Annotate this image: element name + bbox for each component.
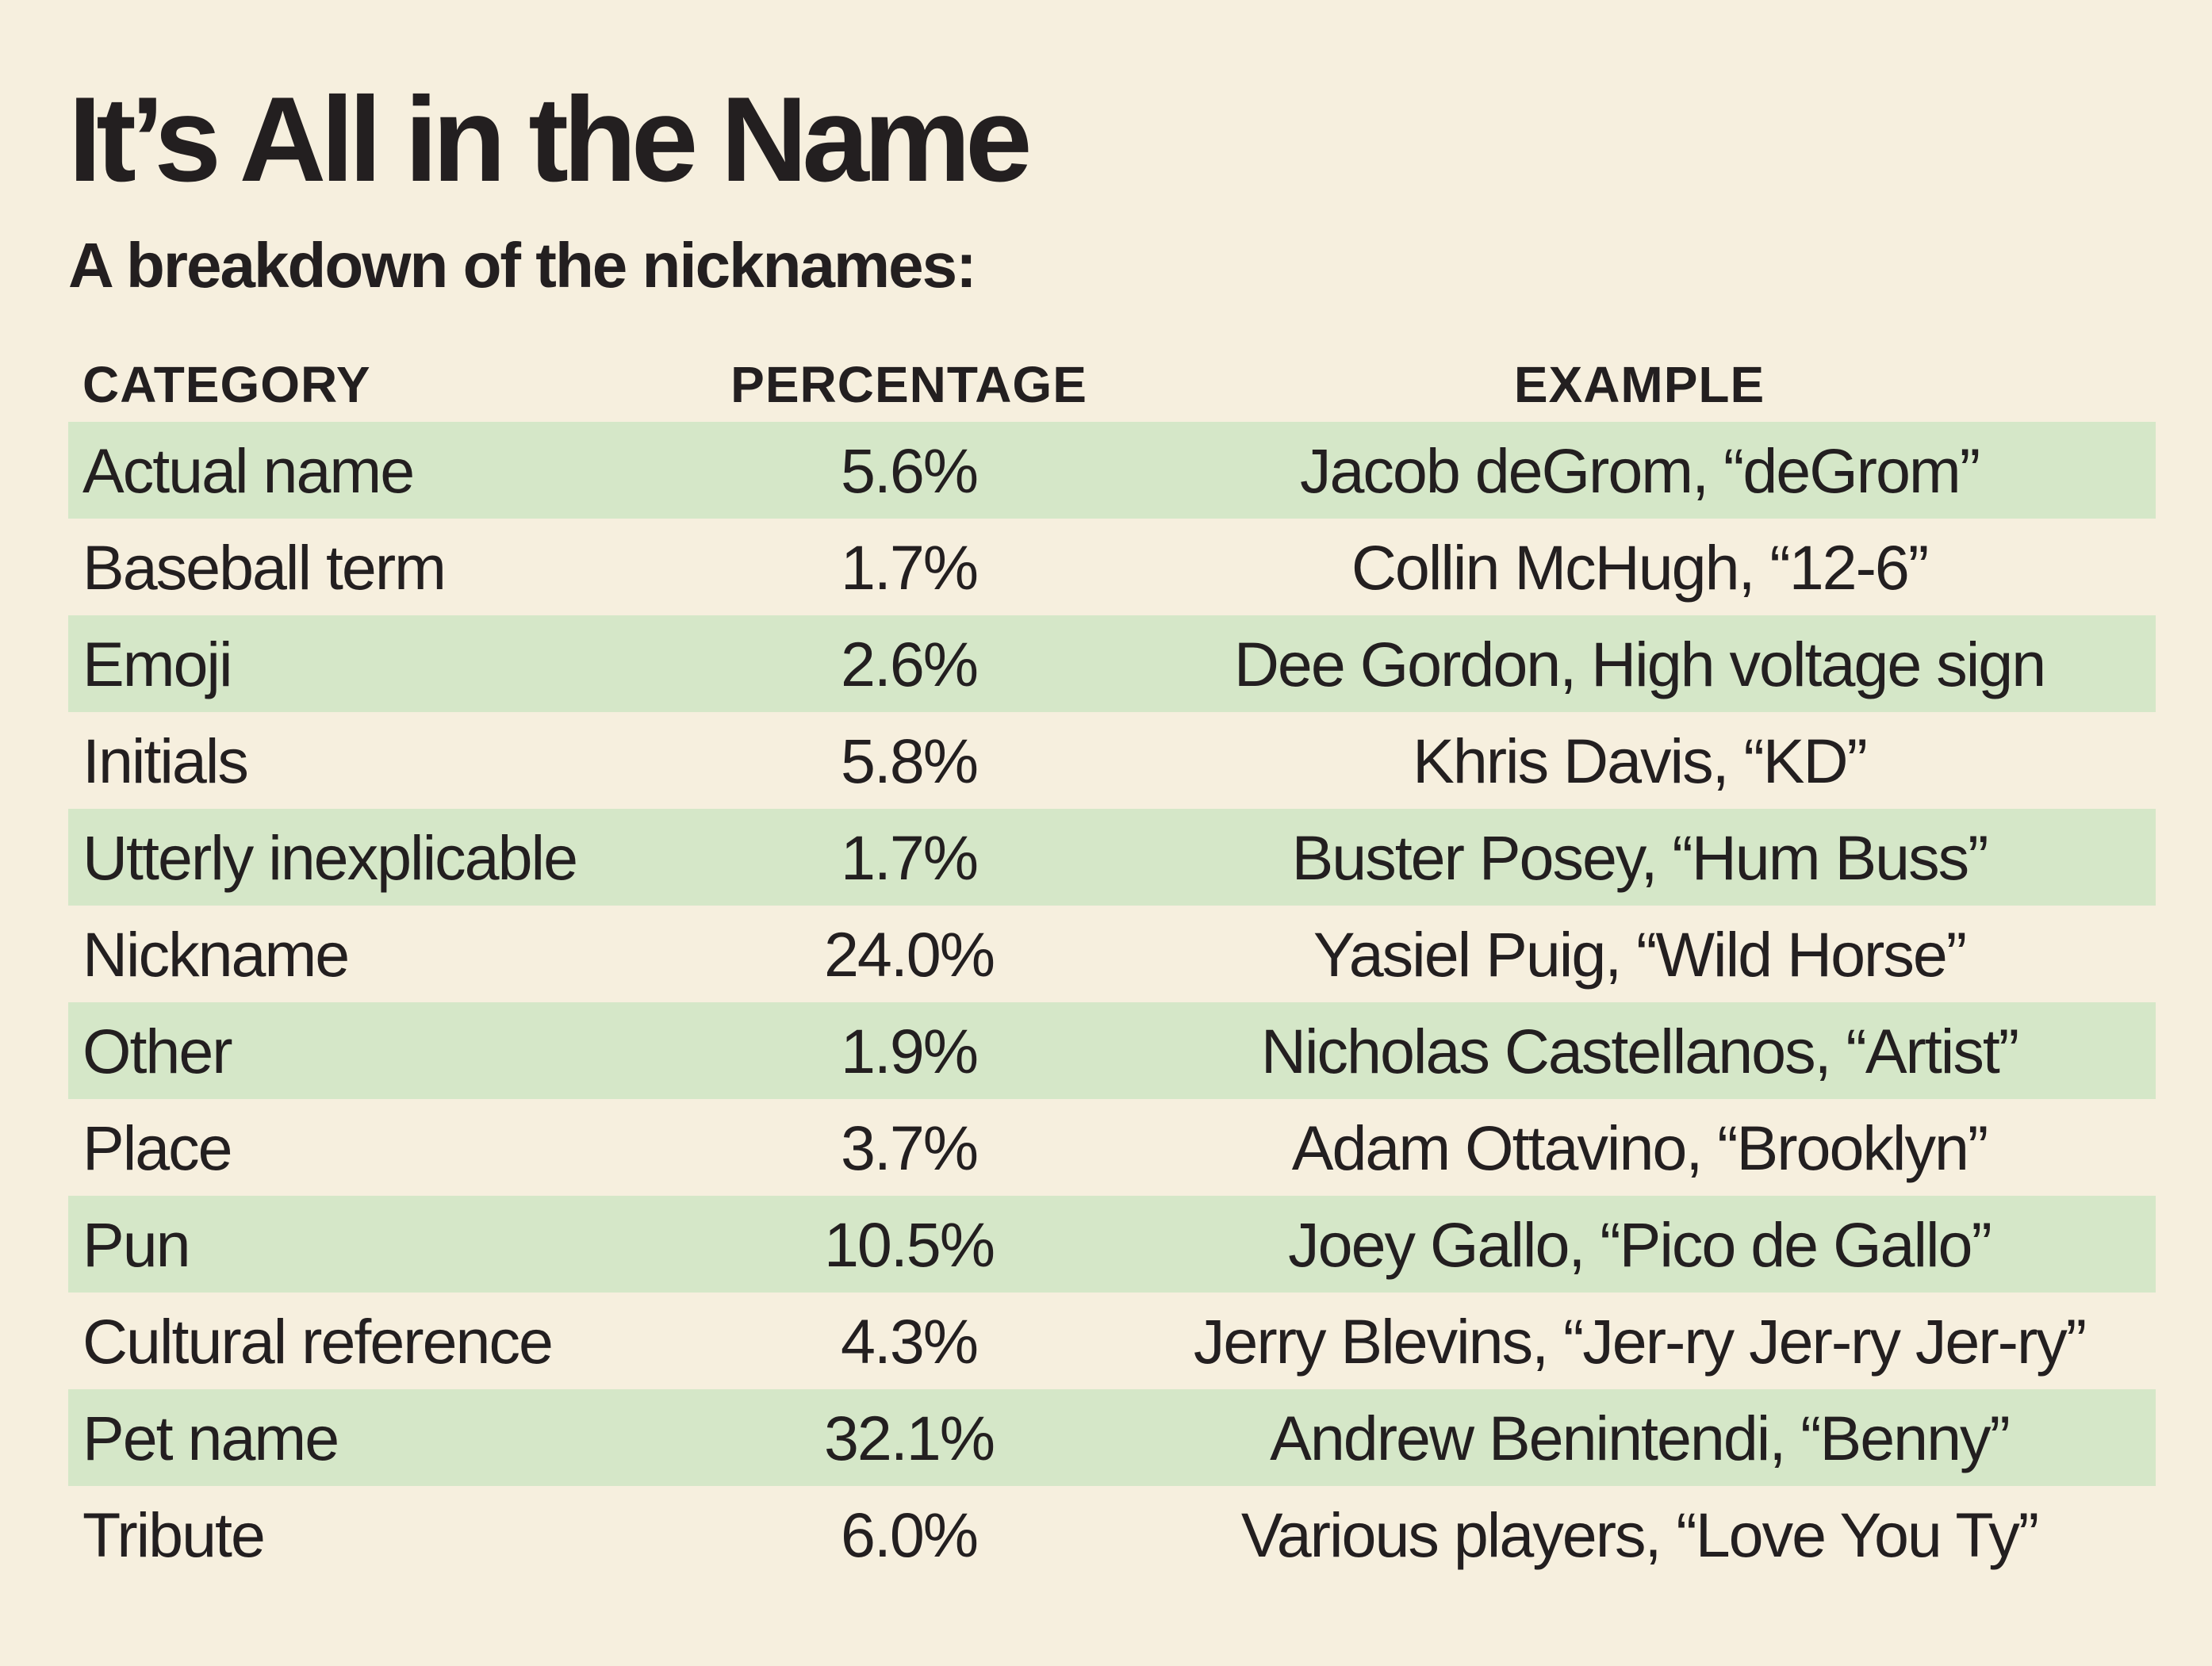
nickname-table: CATEGORY PERCENTAGE EXAMPLE Actual name … — [68, 347, 2156, 1583]
table-row: Other 1.9% Nicholas Castellanos, “Artist… — [68, 1002, 2156, 1099]
example-cell: Joey Gallo, “Pico de Gallo” — [1288, 1208, 1992, 1280]
percentage-cell: 1.7% — [840, 822, 979, 893]
example-cell: Nicholas Castellanos, “Artist” — [1260, 1015, 2019, 1086]
percentage-cell: 2.6% — [840, 628, 979, 699]
category-cell: Utterly inexplicable — [82, 822, 578, 893]
category-cell: Other — [82, 1015, 233, 1086]
example-cell: Jacob deGrom, “deGrom” — [1299, 435, 1980, 506]
table-row: Pun 10.5% Joey Gallo, “Pico de Gallo” — [68, 1196, 2156, 1293]
page-subtitle: A breakdown of the nicknames: — [68, 230, 977, 301]
percentage-cell: 4.3% — [840, 1305, 979, 1377]
example-cell: Adam Ottavino, “Brooklyn” — [1291, 1112, 1988, 1183]
category-cell: Pet name — [82, 1402, 339, 1473]
category-cell: Nickname — [82, 918, 350, 990]
percentage-cell: 3.7% — [840, 1112, 979, 1183]
page-title: It’s All in the Name — [68, 72, 1033, 207]
example-cell: Andrew Benintendi, “Benny” — [1270, 1402, 2011, 1473]
table-row: Actual name 5.6% Jacob deGrom, “deGrom” — [68, 422, 2156, 519]
category-cell: Actual name — [82, 435, 415, 506]
table-row: Baseball term 1.7% Collin McHugh, “12-6” — [68, 519, 2156, 615]
category-cell: Place — [82, 1112, 233, 1183]
percentage-cell: 24.0% — [823, 918, 995, 990]
table-row: Initials 5.8% Khris Davis, “KD” — [68, 712, 2156, 809]
category-cell: Initials — [82, 725, 249, 796]
percentage-cell: 32.1% — [823, 1402, 995, 1473]
percentage-cell: 5.8% — [840, 725, 979, 796]
header-example: EXAMPLE — [1513, 356, 1765, 413]
table-row: Nickname 24.0% Yasiel Puig, “Wild Horse” — [68, 906, 2156, 1002]
table-header-row: CATEGORY PERCENTAGE EXAMPLE — [68, 347, 2156, 422]
category-cell: Cultural reference — [82, 1305, 554, 1377]
category-cell: Pun — [82, 1208, 191, 1280]
example-cell: Khris Davis, “KD” — [1413, 725, 1868, 796]
table-row: Utterly inexplicable 1.7% Buster Posey, … — [68, 809, 2156, 906]
table-row: Cultural reference 4.3% Jerry Blevins, “… — [68, 1293, 2156, 1389]
percentage-cell: 6.0% — [840, 1499, 979, 1570]
percentage-cell: 1.9% — [840, 1015, 979, 1086]
example-cell: Dee Gordon, High voltage sign — [1233, 628, 2046, 699]
table-row: Pet name 32.1% Andrew Benintendi, “Benny… — [68, 1389, 2156, 1486]
table-row: Emoji 2.6% Dee Gordon, High voltage sign — [68, 615, 2156, 712]
category-cell: Tribute — [82, 1499, 266, 1570]
table-row: Tribute 6.0% Various players, “Love You … — [68, 1486, 2156, 1583]
example-cell: Yasiel Puig, “Wild Horse” — [1313, 918, 1967, 990]
header-category: CATEGORY — [82, 356, 371, 413]
category-cell: Baseball term — [82, 531, 447, 603]
example-cell: Collin McHugh, “12-6” — [1351, 531, 1929, 603]
header-percentage: PERCENTAGE — [730, 356, 1087, 413]
percentage-cell: 5.6% — [840, 435, 979, 506]
category-cell: Emoji — [82, 628, 233, 699]
example-cell: Jerry Blevins, “Jer-ry Jer-ry Jer-ry” — [1193, 1305, 2087, 1377]
table-row: Place 3.7% Adam Ottavino, “Brooklyn” — [68, 1099, 2156, 1196]
percentage-cell: 1.7% — [840, 531, 979, 603]
example-cell: Buster Posey, “Hum Buss” — [1291, 822, 1989, 893]
percentage-cell: 10.5% — [823, 1208, 995, 1280]
example-cell: Various players, “Love You Ty” — [1240, 1499, 2039, 1570]
